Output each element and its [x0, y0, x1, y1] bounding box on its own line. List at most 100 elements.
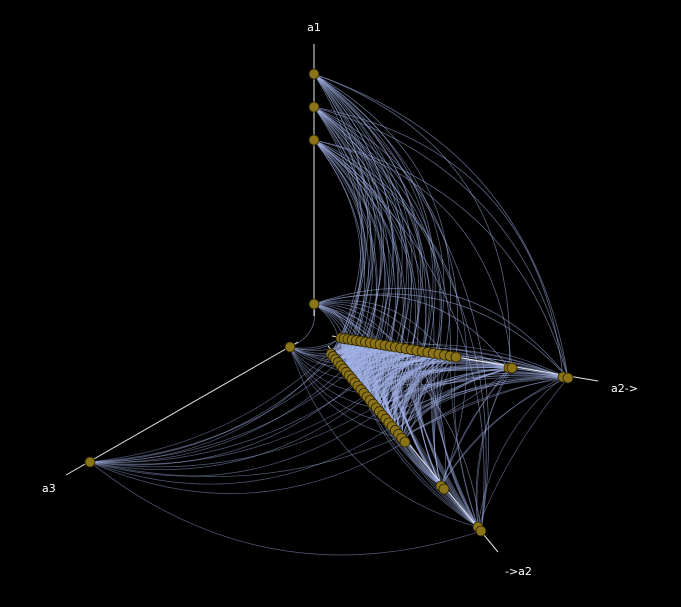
edge: [405, 348, 479, 528]
axis-label-a3: a3: [42, 482, 56, 495]
edge: [313, 139, 468, 487]
edge: [388, 367, 510, 424]
edge: [313, 287, 569, 379]
edge: [388, 376, 564, 424]
edge: [395, 376, 569, 431]
edge: [394, 353, 440, 431]
node-layer: [84, 68, 574, 537]
edge: [313, 139, 485, 532]
edge: [395, 367, 513, 431]
node: [308, 134, 320, 146]
edge: [340, 337, 479, 528]
edge: [89, 367, 513, 477]
edge: [313, 303, 482, 532]
edge: [415, 350, 442, 487]
edge: [421, 351, 479, 528]
edge: [89, 441, 406, 494]
edge: [389, 346, 479, 528]
edge: [313, 303, 412, 350]
edge: [410, 349, 442, 487]
edge: [289, 346, 402, 439]
edge: [401, 376, 564, 439]
edge: [401, 377, 569, 439]
edge: [313, 106, 400, 398]
edge: [375, 349, 412, 408]
edge: [436, 354, 479, 528]
edge: [335, 344, 569, 379]
edge: [89, 396, 368, 470]
edge: [357, 367, 513, 387]
edge: [289, 346, 377, 409]
node: [475, 525, 487, 537]
edge: [89, 411, 380, 477]
edge: [313, 139, 387, 390]
edge: [89, 461, 482, 556]
edge: [382, 367, 510, 416]
edge: [343, 338, 479, 528]
edge: [89, 338, 345, 463]
edge: [313, 303, 404, 439]
edge: [346, 363, 510, 373]
edge: [313, 139, 427, 435]
edge: [388, 367, 513, 424]
edge: [477, 377, 569, 528]
axis-label-a2-right: a2->: [611, 382, 638, 395]
edge: [401, 352, 434, 439]
edge: [313, 106, 441, 443]
edge: [313, 106, 430, 431]
edge: [376, 367, 510, 409]
edge: [382, 356, 457, 416]
edge: [401, 351, 423, 439]
edge: [401, 355, 451, 439]
edge: [289, 346, 396, 359]
edge: [416, 350, 479, 528]
node: [506, 362, 518, 374]
edge: [401, 352, 429, 439]
edge: [357, 369, 564, 387]
edge: [89, 426, 393, 485]
edge: [89, 356, 334, 463]
edge: [401, 367, 513, 439]
edge: [388, 350, 418, 423]
axis-label-a2-left: ->a2: [505, 565, 532, 578]
edge: [395, 376, 564, 431]
edge: [313, 106, 569, 379]
edge: [382, 351, 423, 416]
node: [450, 351, 462, 363]
edge: [433, 355, 451, 487]
node: [84, 456, 96, 468]
edge: [313, 106, 386, 344]
axis-a3: [65, 341, 299, 476]
edge: [382, 377, 569, 416]
edge: [313, 303, 447, 490]
edge: [394, 352, 429, 431]
edge: [369, 365, 513, 401]
edge: [351, 361, 510, 380]
node: [308, 68, 320, 80]
edge: [351, 359, 513, 380]
edge: [434, 356, 457, 487]
edge: [313, 139, 513, 369]
edge: [432, 354, 442, 487]
edge: [313, 139, 569, 379]
edge: [313, 73, 445, 439]
edge: [375, 348, 407, 408]
edge: [430, 353, 442, 487]
edge: [89, 368, 344, 463]
edge: [400, 347, 479, 528]
edge: [432, 353, 479, 528]
edge: [394, 353, 434, 431]
edge: [289, 346, 440, 369]
edge: [363, 367, 510, 394]
edge: [357, 360, 510, 387]
node: [308, 101, 320, 113]
edge: [477, 376, 564, 528]
edge: [313, 73, 569, 379]
edge: [89, 382, 356, 466]
edge: [401, 367, 510, 439]
edge: [313, 73, 510, 369]
edge: [357, 366, 569, 387]
edge: [313, 301, 429, 353]
node: [308, 298, 320, 310]
axis-label-a1: a1: [307, 21, 321, 34]
